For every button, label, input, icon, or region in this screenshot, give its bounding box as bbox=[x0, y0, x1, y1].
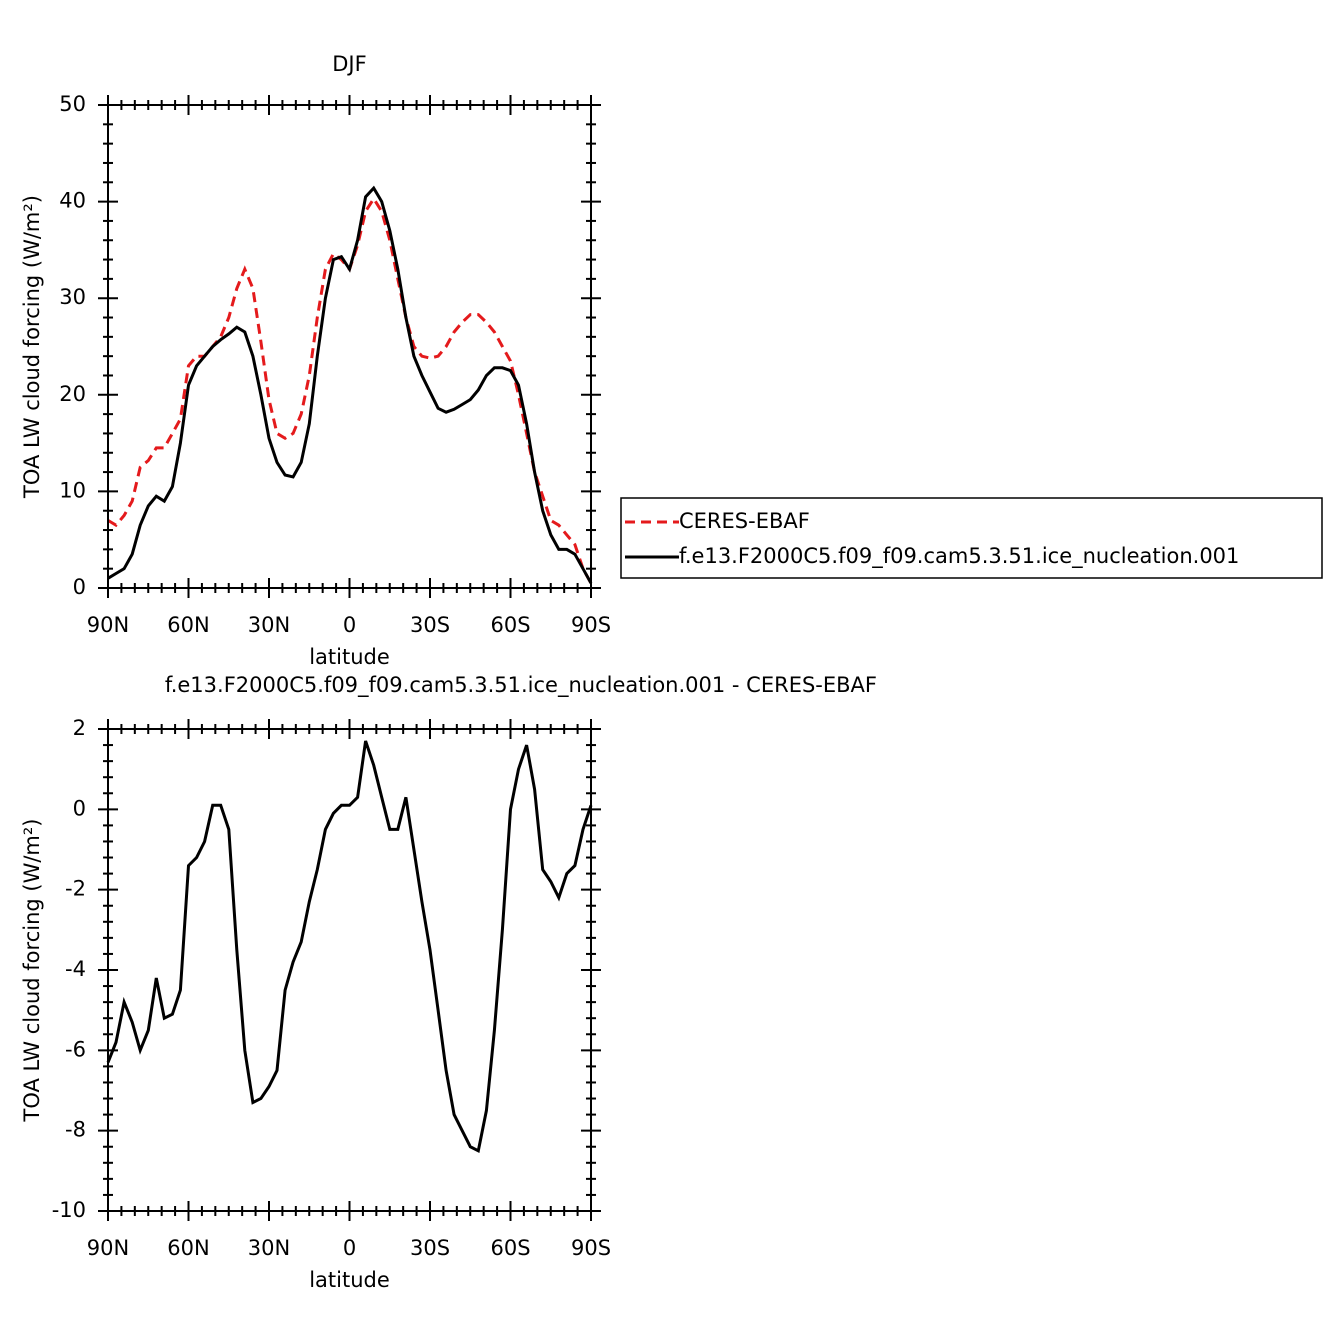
plot-frame bbox=[107, 104, 592, 589]
y-tick-label: -4 bbox=[65, 957, 86, 981]
y-tick-label: 40 bbox=[59, 189, 86, 213]
y-tick-label: 0 bbox=[73, 796, 86, 820]
y-tick-label: -6 bbox=[65, 1037, 86, 1061]
x-axis-label: latitude bbox=[309, 1268, 390, 1292]
legend-label: CERES-EBAF bbox=[679, 509, 810, 533]
x-tick-label: 90S bbox=[571, 1236, 611, 1260]
x-tick-label: 90N bbox=[87, 613, 129, 637]
y-tick-label: 20 bbox=[59, 382, 86, 406]
x-tick-label: 30S bbox=[410, 613, 450, 637]
y-tick-label: 2 bbox=[73, 716, 86, 740]
x-tick-label: 60N bbox=[167, 613, 209, 637]
chart-title: f.e13.F2000C5.f09_f09.cam5.3.51.ice_nucl… bbox=[165, 673, 877, 698]
chart-title: DJF bbox=[332, 52, 366, 76]
y-tick-label: -10 bbox=[52, 1198, 86, 1222]
data-line bbox=[107, 185, 593, 584]
x-tick-label: 30S bbox=[410, 1236, 450, 1260]
x-tick-label: 90S bbox=[571, 613, 611, 637]
y-tick-label: 0 bbox=[73, 575, 86, 599]
x-tick-label: 60N bbox=[167, 1236, 209, 1260]
x-axis-label: latitude bbox=[309, 645, 390, 669]
x-tick-label: 60S bbox=[490, 1236, 530, 1260]
y-tick-label: 10 bbox=[59, 478, 86, 502]
y-tick-label: -2 bbox=[65, 877, 86, 901]
y-tick-label: 30 bbox=[59, 285, 86, 309]
x-tick-label: 60S bbox=[490, 613, 530, 637]
y-tick-label: -8 bbox=[65, 1118, 86, 1142]
x-tick-label: 90N bbox=[87, 1236, 129, 1260]
y-axis-label: TOA LW cloud forcing (W/m²) bbox=[20, 195, 44, 499]
x-tick-label: 30N bbox=[248, 613, 290, 637]
y-axis-label: TOA LW cloud forcing (W/m²) bbox=[20, 819, 44, 1123]
x-tick-label: 0 bbox=[343, 613, 356, 637]
data-line bbox=[106, 740, 593, 1154]
y-tick-label: 50 bbox=[59, 92, 86, 116]
legend-box bbox=[620, 497, 1323, 579]
legend-label: f.e13.F2000C5.f09_f09.cam5.3.51.ice_nucl… bbox=[679, 544, 1239, 569]
x-tick-label: 30N bbox=[248, 1236, 290, 1260]
x-tick-label: 0 bbox=[343, 1236, 356, 1260]
